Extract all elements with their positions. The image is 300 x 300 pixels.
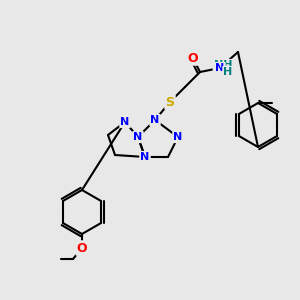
Text: N: N: [173, 132, 183, 142]
Text: NH: NH: [214, 60, 232, 70]
Text: N: N: [215, 63, 225, 73]
Text: O: O: [77, 242, 87, 254]
Text: N: N: [134, 132, 142, 142]
Text: N: N: [150, 115, 160, 125]
Text: N: N: [140, 152, 150, 162]
Text: N: N: [120, 117, 130, 127]
Text: O: O: [188, 52, 198, 64]
Text: S: S: [166, 95, 175, 109]
Text: H: H: [224, 67, 232, 77]
